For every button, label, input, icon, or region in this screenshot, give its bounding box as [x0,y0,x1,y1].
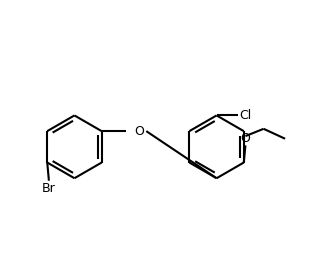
Text: O: O [240,132,250,145]
Text: O: O [134,125,144,138]
Text: Br: Br [42,182,56,195]
Text: Cl: Cl [240,109,252,122]
